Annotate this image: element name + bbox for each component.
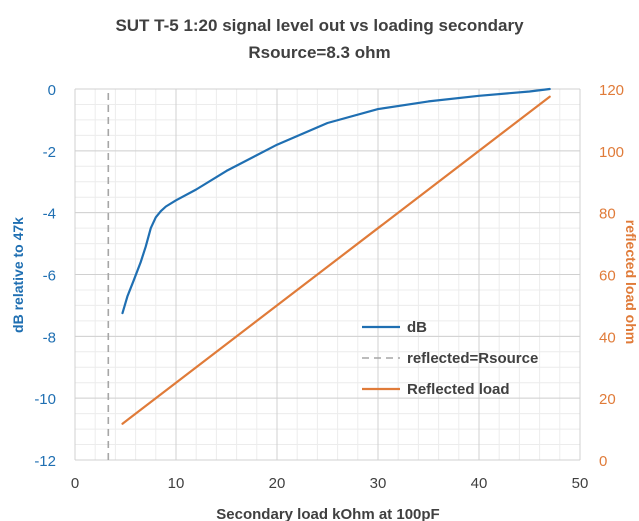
y-left-tick-label: -6 xyxy=(43,268,56,285)
x-tick-label: 40 xyxy=(471,475,488,492)
y-right-tick-label: 80 xyxy=(599,206,616,223)
legend-entry: dB xyxy=(407,319,427,336)
y-right-tick-label: 40 xyxy=(599,329,616,346)
chart-subtitle: Rsource=8.3 ohm xyxy=(248,43,391,62)
y-axis-left-label: dB relative to 47k xyxy=(10,217,26,333)
legend-entry: Reflected load xyxy=(407,381,510,398)
y-left-tick-label: 0 xyxy=(48,82,56,99)
x-tick-label: 20 xyxy=(269,475,286,492)
x-tick-label: 30 xyxy=(370,475,387,492)
y-left-tick-label: -10 xyxy=(34,391,56,408)
y-left-tick-label: -2 xyxy=(43,144,56,161)
x-tick-label: 10 xyxy=(168,475,185,492)
y-right-tick-label: 20 xyxy=(599,391,616,408)
y-right-tick-label: 100 xyxy=(599,144,624,161)
y-right-tick-label: 60 xyxy=(599,268,616,285)
y-right-tick-label: 120 xyxy=(599,82,624,99)
x-tick-label: 0 xyxy=(71,475,79,492)
y-left-tick-label: -12 xyxy=(34,453,56,470)
y-axis-right-label: reflected load ohm xyxy=(623,220,639,344)
y-left-tick-label: -4 xyxy=(43,206,56,223)
y-right-tick-label: 0 xyxy=(599,453,607,470)
series-line-reflected-load xyxy=(121,95,551,425)
x-tick-label: 50 xyxy=(572,475,589,492)
chart-title: SUT T-5 1:20 signal level out vs loading… xyxy=(115,16,524,35)
legend-entry: reflected=Rsource xyxy=(407,350,538,367)
x-axis-label: Secondary load kOhm at 100pF xyxy=(216,506,439,521)
y-left-tick-label: -8 xyxy=(43,329,56,346)
series-line-db xyxy=(121,87,551,315)
